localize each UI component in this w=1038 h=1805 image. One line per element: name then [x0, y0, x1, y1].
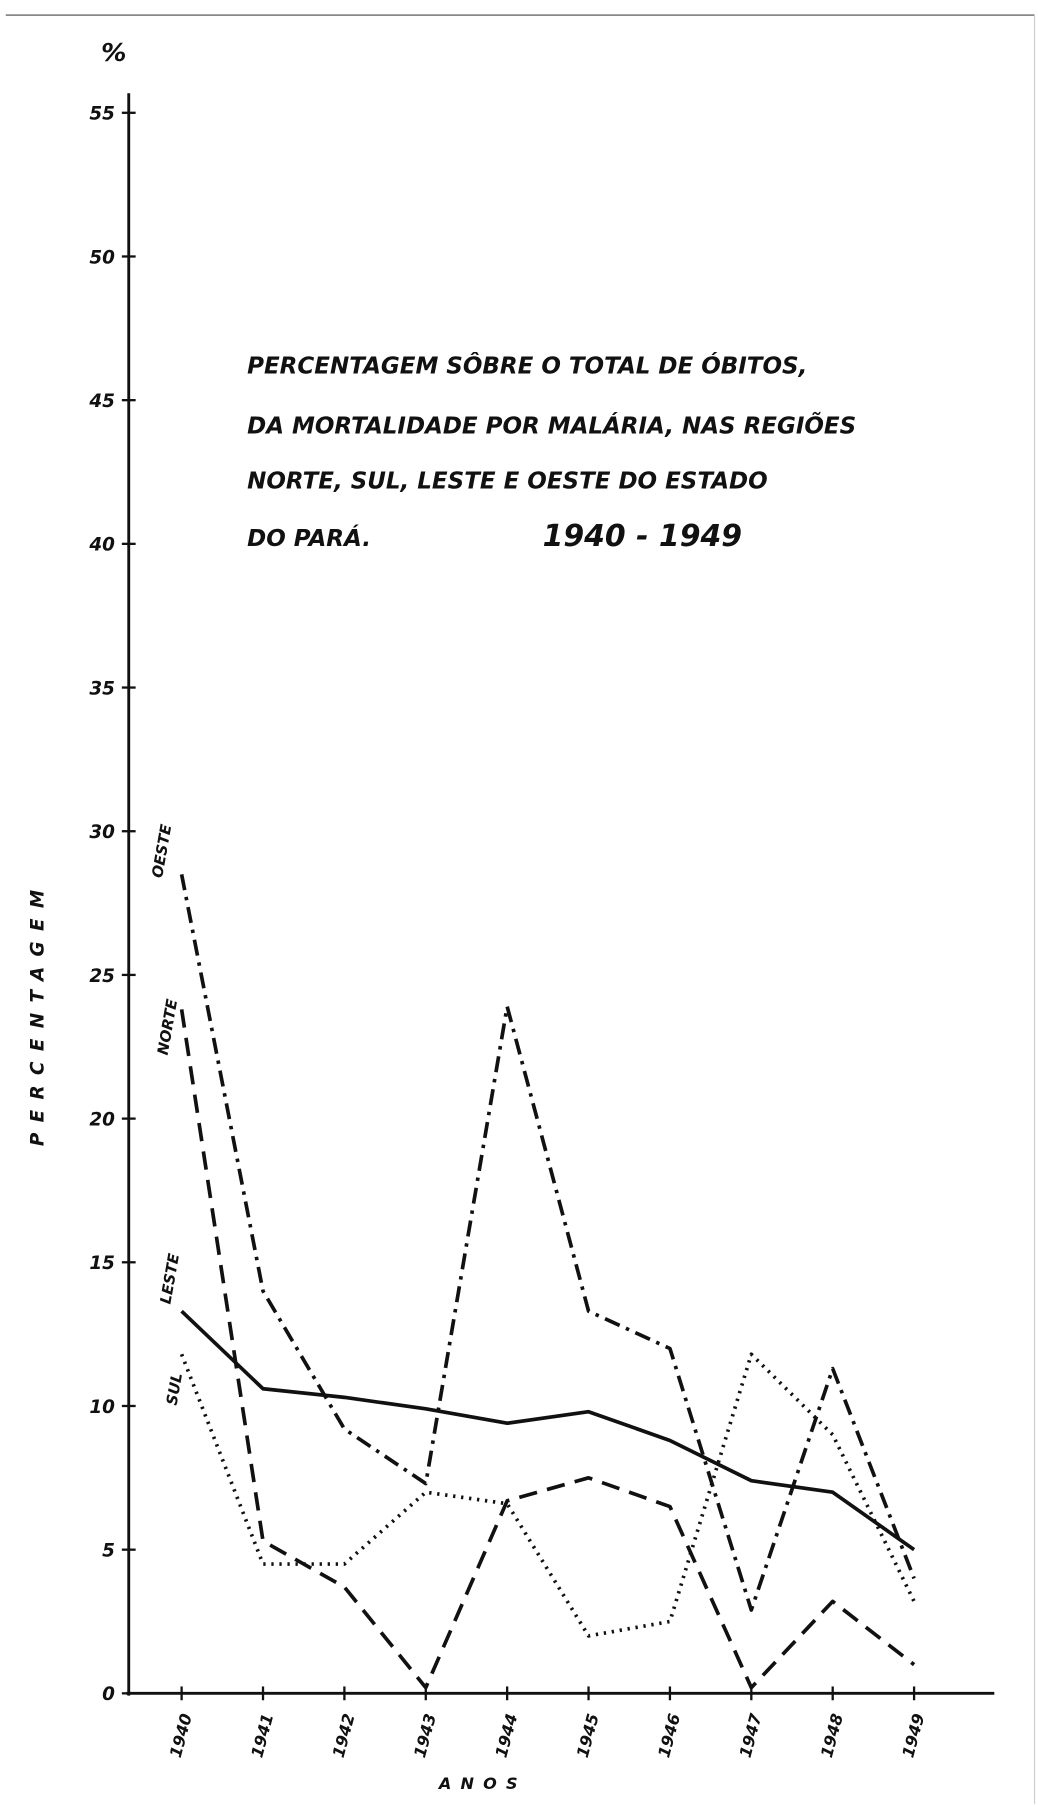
- title-line: PERCENTAGEM SÔBRE O TOTAL DE ÓBITOS,: [247, 352, 807, 380]
- title-line: NORTE, SUL, LESTE E OESTE DO ESTADO: [247, 469, 767, 495]
- series-line: [179, 1352, 916, 1638]
- x-tick-label: 1947: [736, 1711, 766, 1760]
- series-line: [179, 1009, 916, 1690]
- y-tick-label: 20: [89, 1110, 115, 1131]
- series-label: SUL: [163, 1372, 186, 1407]
- x-tick-label: 1943: [410, 1712, 440, 1760]
- x-tick-label: 1942: [329, 1712, 359, 1760]
- x-tick-label: 1941: [247, 1712, 277, 1760]
- series-label: OESTE: [148, 823, 175, 879]
- x-tick-label: 1944: [491, 1712, 521, 1760]
- title-line: DO PARÁ.: [247, 524, 371, 552]
- x-tick-label: 1948: [817, 1712, 847, 1760]
- x-tick-label: 1945: [573, 1712, 603, 1760]
- y-tick-label: 40: [88, 535, 115, 556]
- y-tick-label: 35: [89, 678, 115, 699]
- unit-label: %: [101, 38, 126, 67]
- y-tick-label: 5: [102, 1541, 115, 1562]
- y-tick-label: 25: [89, 966, 115, 987]
- y-tick-label: 30: [89, 822, 115, 843]
- period: 1940 - 1949: [543, 519, 742, 554]
- series-line: [180, 1309, 916, 1552]
- y-tick-label: 10: [89, 1397, 115, 1418]
- series-label: LESTE: [157, 1252, 184, 1305]
- title-line: DA MORTALIDADE POR MALÁRIA, NAS REGIÕES: [247, 412, 856, 440]
- y-tick-label: 15: [89, 1253, 115, 1274]
- x-axis-label: ANOS: [437, 1774, 527, 1793]
- series-label: NORTE: [154, 998, 182, 1057]
- x-tick-label: 1946: [654, 1712, 684, 1760]
- y-tick-label: 45: [88, 391, 115, 412]
- y-tick-label: 50: [89, 247, 115, 268]
- x-tick-label: 1949: [898, 1712, 928, 1760]
- y-axis-label: PERCENTAGEM: [28, 880, 49, 1147]
- series-line: [179, 873, 916, 1612]
- x-tick-label: 1940: [166, 1712, 196, 1760]
- y-tick-label: 0: [102, 1684, 115, 1705]
- y-tick-label: 55: [89, 104, 115, 125]
